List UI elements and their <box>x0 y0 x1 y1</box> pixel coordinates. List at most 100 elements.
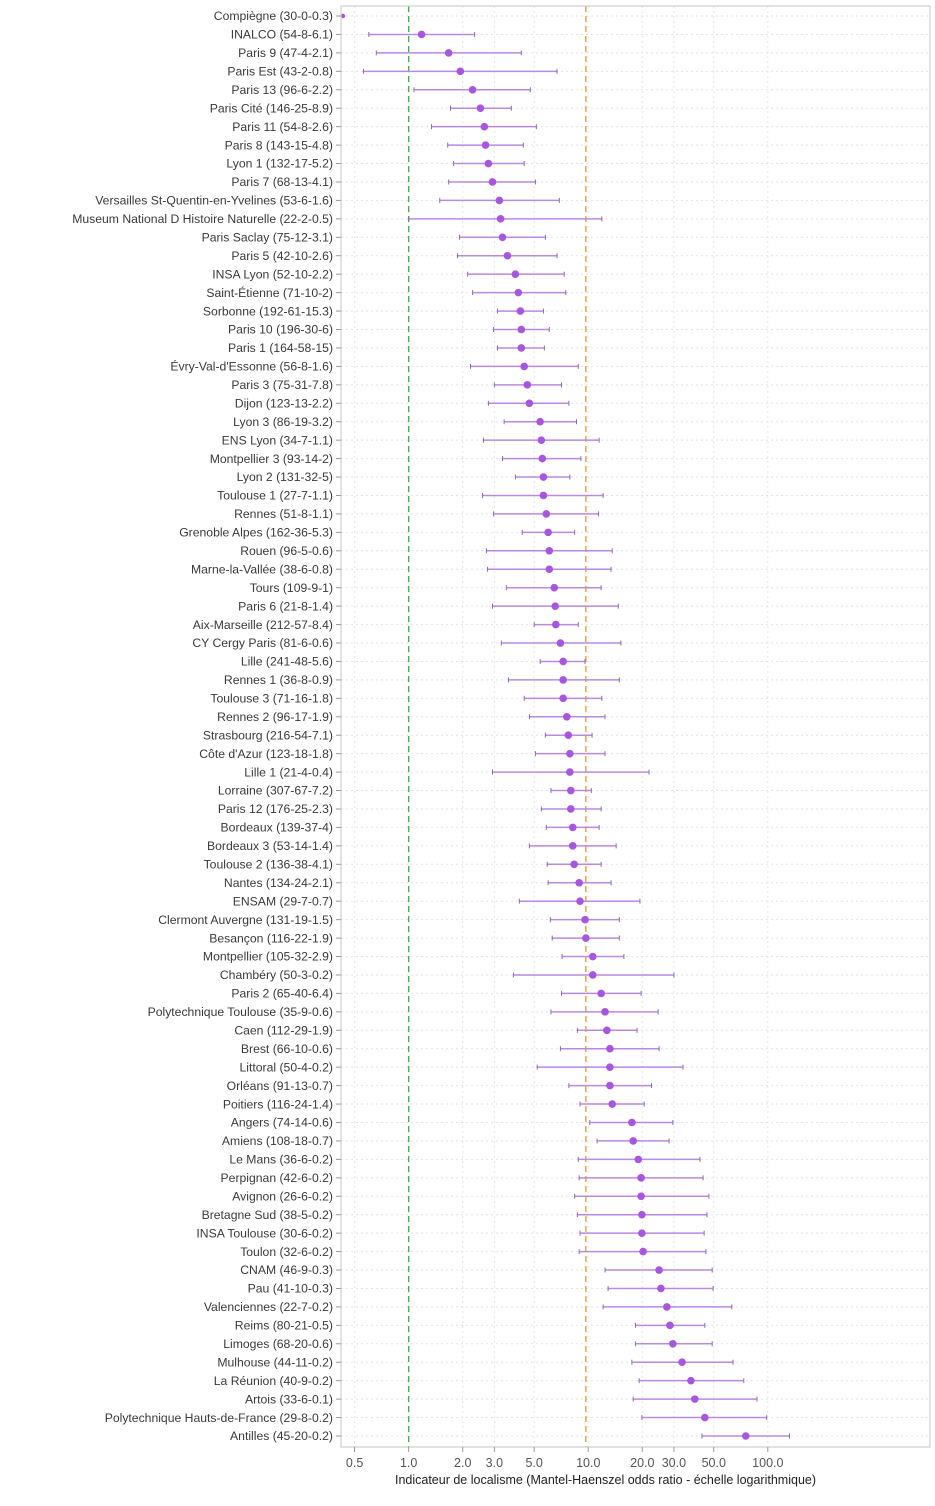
odds-ratio-point <box>568 842 577 850</box>
row-73 <box>631 1358 734 1367</box>
y-tick-label: Côte d'Azur (123-18-1.8) <box>199 747 333 761</box>
row-49 <box>549 915 620 924</box>
row-72 <box>634 1339 713 1348</box>
odds-ratio-point <box>551 602 560 610</box>
y-tick-label: Pau (41-10-0.3) <box>248 1282 333 1296</box>
row-6 <box>430 122 537 131</box>
row-38 <box>528 712 606 721</box>
y-tick-label: Paris 5 (42-10-2.6) <box>231 249 333 263</box>
grid <box>341 6 930 1447</box>
odds-ratio-point <box>669 1339 677 1348</box>
odds-ratio-point <box>550 583 559 592</box>
row-42 <box>550 786 592 795</box>
row-8 <box>453 159 525 168</box>
odds-ratio-point <box>520 362 529 371</box>
y-tick-label: Marne-la-Vallée (38-6-0.8) <box>191 562 333 576</box>
y-tick-label: Lyon 2 (131-32-5) <box>237 470 333 484</box>
odds-ratio-point <box>568 823 577 832</box>
odds-ratio-point <box>570 860 578 869</box>
x-axis-title: Indicateur de localisme (Mantel-Haenszel… <box>395 1473 816 1487</box>
odds-ratio-point <box>638 1210 646 1219</box>
odds-ratio-point <box>536 417 544 426</box>
y-tick-label: Paris 11 (54-8-2.6) <box>232 120 333 134</box>
row-23 <box>482 436 600 444</box>
y-tick-label: Paris 3 (75-31-7.8) <box>231 378 333 392</box>
row-13 <box>456 251 558 260</box>
row-1 <box>368 30 476 39</box>
odds-ratio-point <box>456 67 465 76</box>
row-52 <box>512 971 675 979</box>
odds-ratio-point <box>545 547 554 555</box>
odds-ratio-point <box>556 639 565 647</box>
odds-ratio-point <box>637 1174 645 1182</box>
row-70 <box>602 1303 733 1311</box>
y-tick-label: Besançon (116-22-1.9) <box>209 931 333 945</box>
odds-ratio-point <box>567 805 575 813</box>
row-53 <box>561 989 642 998</box>
row-22 <box>503 417 577 426</box>
odds-ratio-point <box>575 878 583 887</box>
y-axis: Compiègne (30-0-0.3) INALCO (54-8-6.1) Par… <box>72 9 341 1443</box>
row-40 <box>534 749 606 758</box>
odds-ratio-point <box>559 657 567 666</box>
odds-ratio-point <box>638 1229 646 1237</box>
row-47 <box>547 878 612 887</box>
y-tick-label: Chambéry (50-3-0.2) <box>220 968 333 982</box>
odds-ratio-point <box>629 1137 638 1145</box>
row-36 <box>508 676 620 684</box>
odds-ratio-point <box>538 454 547 463</box>
y-tick-label: Lyon 1 (132-17-5.2) <box>226 157 333 171</box>
odds-ratio-point <box>567 786 575 795</box>
y-tick-label: Avignon (26-6-0.2) <box>232 1189 333 1203</box>
odds-ratio-point <box>476 104 485 113</box>
row-5 <box>449 104 512 113</box>
row-18 <box>496 344 545 352</box>
y-tick-label: Littoral (50-4-0.2) <box>240 1060 333 1074</box>
odds-ratio-point <box>603 1026 611 1035</box>
odds-ratio-point <box>417 30 426 39</box>
y-tick-label: Lyon 3 (86-19-3.2) <box>233 415 333 429</box>
y-tick-label: Paris 13 (96-6-2.2) <box>231 83 333 97</box>
y-tick-label: Rennes 2 (96-17-1.9) <box>217 710 333 724</box>
odds-ratio-point <box>606 1081 614 1090</box>
odds-ratio-point <box>657 1284 665 1293</box>
y-tick-label: CNAM (46-9-0.3) <box>240 1263 333 1277</box>
odds-ratio-point <box>511 270 520 278</box>
y-tick-label: Aix-Marseille (212-57-8.4) <box>193 618 333 632</box>
plot-frame <box>340 5 931 1448</box>
odds-ratio-point <box>655 1266 663 1274</box>
row-25 <box>514 473 571 481</box>
odds-ratio-point <box>564 731 573 740</box>
odds-ratio-point <box>576 897 584 905</box>
y-tick-label: CY Cergy Paris (81-6-0.6) <box>192 636 333 650</box>
odds-ratio-point <box>516 307 525 315</box>
row-12 <box>459 233 546 242</box>
y-tick-label: Poitiers (116-24-1.4) <box>223 1097 333 1111</box>
odds-ratio-point <box>545 565 554 574</box>
row-15 <box>472 288 567 297</box>
row-21 <box>487 399 570 408</box>
row-59 <box>579 1100 645 1108</box>
row-54 <box>550 1008 659 1016</box>
row-24 <box>501 454 582 463</box>
row-10 <box>439 196 560 205</box>
odds-ratio-point <box>539 491 548 500</box>
y-tick-label: Bordeaux (139-37-4) <box>221 821 333 835</box>
row-17 <box>493 325 550 334</box>
y-tick-label: Toulouse 3 (71-16-1.8) <box>210 692 333 706</box>
y-tick-label: Bordeaux 3 (53-14-1.4) <box>207 839 333 853</box>
y-tick-label: Saint-Étienne (71-10-2) <box>206 285 333 300</box>
y-tick-label: Orléans (91-13-0.7) <box>227 1079 333 1093</box>
y-tick-label: Paris 7 (68-13-4.1) <box>231 175 333 189</box>
row-41 <box>491 768 650 776</box>
y-tick-label: Paris Saclay (75-12-3.1) <box>202 230 333 244</box>
row-35 <box>539 657 586 666</box>
row-33 <box>533 620 579 629</box>
y-tick-label: Paris Cité (146-25-8.9) <box>210 101 333 115</box>
y-tick-label: Reims (80-21-0.5) <box>235 1319 333 1333</box>
odds-ratio-point <box>503 251 512 260</box>
row-55 <box>576 1026 638 1035</box>
y-tick-label: Paris 2 (65-40-6.4) <box>231 987 333 1001</box>
odds-ratio-point <box>542 510 551 518</box>
